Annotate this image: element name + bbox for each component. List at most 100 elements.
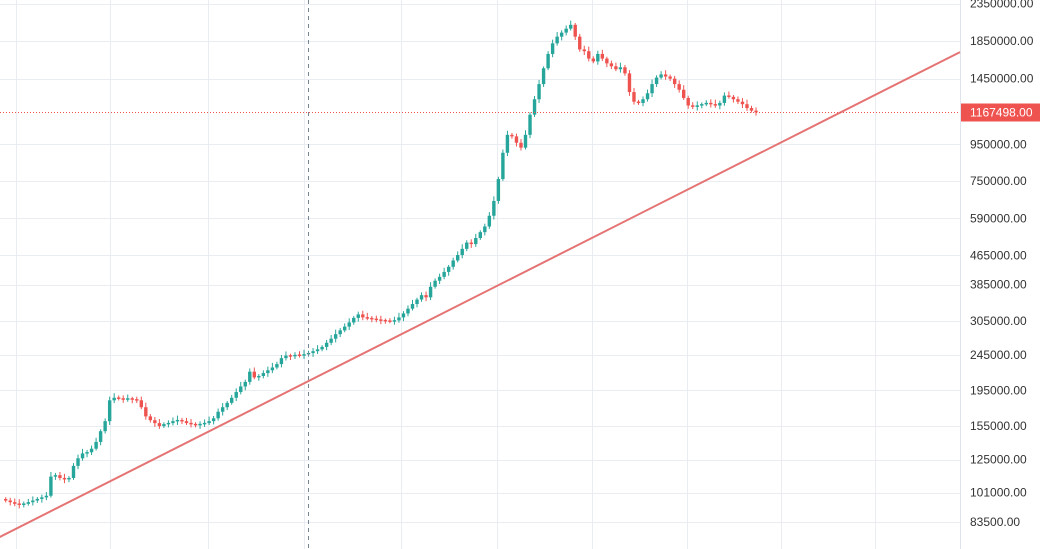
candle — [329, 335, 333, 346]
candle — [67, 476, 71, 483]
candle-body — [107, 400, 112, 422]
candle-body — [745, 104, 749, 109]
candle-body — [94, 441, 98, 449]
candle — [162, 422, 166, 428]
candle — [623, 64, 627, 76]
candle — [754, 107, 758, 116]
candle — [71, 463, 76, 480]
candle-body — [668, 76, 672, 79]
candle-body — [677, 84, 681, 90]
candle-body — [297, 354, 302, 357]
candle — [465, 240, 469, 252]
candle-body — [727, 95, 731, 97]
candle — [198, 421, 202, 429]
candle — [189, 418, 193, 428]
candle — [442, 267, 446, 280]
candle — [153, 416, 157, 427]
y-tick-label: 195000.00 — [970, 383, 1027, 397]
candle-body — [465, 242, 469, 249]
candle — [596, 50, 600, 65]
candle-body — [569, 24, 573, 29]
candle — [496, 176, 501, 204]
candle — [320, 345, 324, 352]
candle — [343, 323, 347, 333]
candle — [600, 49, 605, 61]
candle-body — [686, 98, 690, 106]
y-tick-label: 125000.00 — [970, 453, 1027, 467]
candle-body — [117, 397, 121, 399]
candle — [248, 368, 252, 385]
candle — [257, 374, 261, 381]
candle — [691, 102, 695, 110]
candle-body — [85, 452, 89, 454]
candle-body — [650, 84, 654, 94]
candle — [446, 264, 451, 276]
candle-body — [126, 398, 130, 400]
candle-body — [546, 53, 550, 69]
candle-body — [153, 420, 157, 424]
candle — [428, 282, 433, 301]
candle-body — [663, 74, 668, 77]
candle-body — [596, 53, 600, 62]
candle — [627, 70, 632, 96]
candle-body — [474, 238, 478, 245]
y-tick-label: 101000.00 — [970, 486, 1027, 500]
candle-body — [397, 317, 401, 321]
candle-body — [279, 358, 284, 365]
candle-body — [483, 226, 487, 233]
candle — [392, 316, 397, 325]
candle — [103, 418, 107, 434]
candle-body — [446, 266, 451, 272]
candle — [419, 292, 424, 302]
candle — [80, 448, 85, 461]
candle-body — [343, 326, 347, 331]
current-price-label: 1167498.00 — [970, 106, 1033, 120]
candle-body — [623, 67, 627, 74]
candle-body — [166, 422, 171, 425]
candle — [234, 388, 238, 402]
y-tick-label: 155000.00 — [970, 419, 1027, 433]
candle — [211, 415, 216, 425]
candle-body — [700, 104, 704, 106]
candle — [44, 492, 49, 501]
candle — [58, 471, 62, 481]
candle — [514, 133, 519, 147]
candle-body — [239, 386, 243, 393]
candle — [722, 92, 727, 106]
grid — [0, 0, 961, 549]
candle — [645, 89, 650, 102]
candle-body — [338, 330, 342, 335]
candle-body — [392, 320, 397, 322]
candle — [487, 212, 492, 229]
candle — [252, 367, 256, 380]
candle-body — [582, 49, 586, 52]
candle — [749, 105, 754, 113]
candle — [636, 99, 641, 105]
candle-body — [112, 397, 116, 401]
candle — [175, 415, 180, 425]
candle-body — [230, 397, 234, 403]
candle — [157, 418, 162, 429]
candle-body — [442, 271, 446, 277]
candle-body — [180, 419, 184, 422]
candle — [582, 45, 586, 55]
candle — [614, 62, 618, 72]
candle — [523, 130, 528, 150]
candle — [202, 419, 207, 427]
trendline[interactable] — [0, 51, 961, 538]
candle-body — [550, 43, 555, 54]
candle-body — [175, 419, 180, 422]
candle — [144, 402, 148, 420]
candle-body — [347, 322, 351, 327]
candle-body — [559, 32, 564, 37]
candle — [293, 352, 297, 360]
candle — [682, 85, 686, 100]
candle — [718, 100, 722, 110]
candle-body — [248, 371, 252, 382]
candle — [650, 79, 654, 98]
candle — [532, 96, 537, 118]
candle-body — [71, 465, 76, 478]
y-tick-label: 950000.00 — [970, 137, 1027, 151]
candle — [62, 473, 67, 484]
candle — [365, 312, 369, 321]
